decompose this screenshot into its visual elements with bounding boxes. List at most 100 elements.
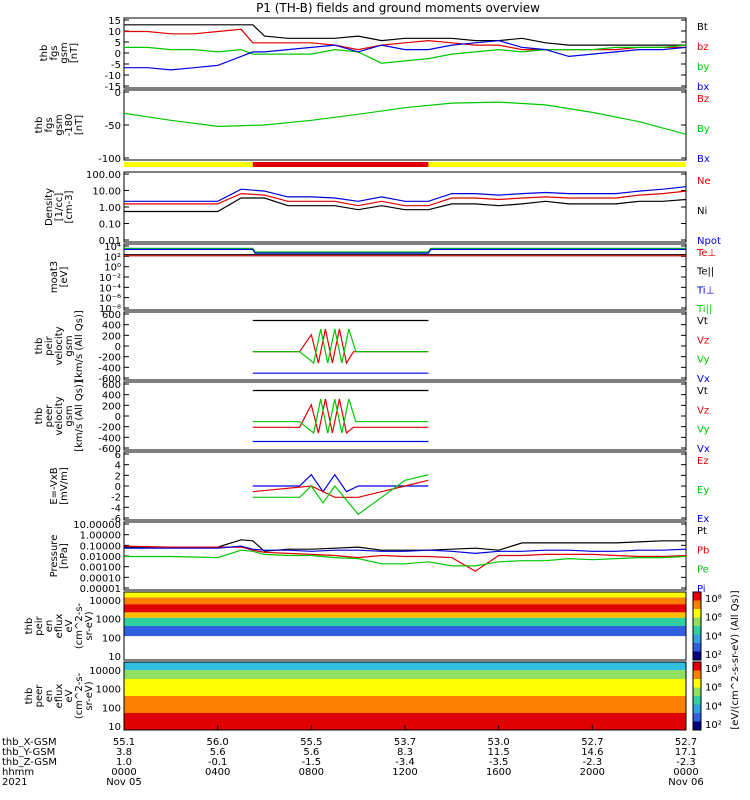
y-tick-label: 0 — [115, 88, 121, 99]
colorbar-tick-label: 10⁴ — [705, 631, 722, 642]
series-line — [124, 248, 686, 254]
colorbar-segment — [693, 670, 701, 680]
y-axis-label: [nPa] — [59, 543, 70, 569]
colorbar-segment — [693, 626, 701, 635]
y-tick-label: 0 — [115, 49, 121, 60]
legend-entry: by — [697, 62, 709, 73]
y-axis-label: thb — [34, 408, 45, 425]
colorbar-tick-label: 10⁴ — [705, 701, 722, 712]
y-tick-label: 10.00 — [92, 187, 121, 198]
y-tick-label: 6 — [115, 450, 121, 461]
y-tick-label: 0 — [115, 342, 121, 353]
y-axis-label: Pressure — [49, 535, 60, 578]
y-tick-label: 200 — [102, 331, 121, 342]
legend-entry: Vy — [697, 355, 710, 366]
y-axis-label: [eV] — [59, 267, 70, 288]
series-line — [123, 101, 687, 135]
y-tick-label: 0 — [115, 412, 121, 423]
y-tick-label: 10 — [108, 652, 121, 663]
x-table-value: 53.0 — [488, 737, 510, 748]
y-tick-label: -200 — [98, 423, 121, 434]
x-table-value: 52.7 — [581, 737, 603, 748]
panel-8 — [123, 521, 687, 591]
date-end-label: Nov 06 — [668, 777, 703, 788]
y-tick-label: 600 — [102, 310, 121, 321]
y-tick-label: 10000 — [89, 666, 121, 677]
spectrogram-band — [124, 679, 686, 696]
y-axis-label: [mV/m] — [59, 467, 70, 505]
x-table-value: 53.7 — [394, 737, 416, 748]
spectrogram-band — [124, 713, 686, 730]
y-tick-label: -10 — [105, 71, 121, 82]
y-tick-label: 2 — [115, 471, 121, 482]
legend-entry: Ti⊥ — [696, 285, 714, 296]
colorbar-segment — [693, 704, 701, 714]
series-line — [124, 190, 687, 207]
x-table-value: -2.3 — [676, 757, 696, 768]
y-tick-label: 10.00000 — [73, 520, 121, 531]
series-line — [124, 545, 687, 555]
spectrogram-band — [124, 597, 686, 605]
y-axis-label: eV — [64, 619, 75, 632]
y-tick-label: 0.01000 — [80, 552, 121, 563]
legend-entry: Pb — [697, 545, 709, 556]
panel-6 — [123, 381, 687, 451]
legend-entry: Vz — [697, 335, 709, 346]
legend-entry: Pi — [697, 584, 706, 595]
y-axis-label: fgs — [44, 117, 55, 132]
y-axis-label: [km/s (All Qs)] — [74, 380, 85, 452]
x-table-row-label: thb_X-GSM — [2, 737, 57, 748]
colorbar-segment — [693, 617, 701, 627]
series-line — [252, 474, 429, 516]
legend-entry: Ni — [697, 206, 707, 217]
y-tick-label: 600 — [102, 380, 121, 391]
legend-entry: Te|| — [696, 267, 714, 278]
y-axis-label: thb — [34, 338, 45, 355]
series-line — [124, 24, 686, 46]
y-axis-label: sr-eV) — [84, 681, 95, 710]
y-tick-label: 0.00010 — [80, 573, 121, 584]
y-tick-label: 4 — [115, 461, 121, 472]
x-table-row-label: hhmm — [2, 767, 34, 778]
panel-frame — [123, 381, 687, 451]
x-table-value: -3.4 — [395, 757, 415, 768]
x-table-value: -1.5 — [302, 757, 322, 768]
colorbar-segment — [693, 609, 701, 618]
series-line — [252, 473, 429, 493]
legend-entry: Bx — [697, 154, 710, 165]
y-tick-label: 400 — [102, 321, 121, 332]
y-axis-label: [1/cc] — [54, 193, 65, 222]
x-table-value: -0.1 — [208, 757, 228, 768]
y-tick-label: 200 — [102, 401, 121, 412]
y-axis-label: eflux — [54, 684, 65, 709]
legend-entry: Npot — [697, 236, 721, 247]
y-tick-label: -2 — [111, 493, 121, 504]
panel-4 — [123, 243, 687, 311]
y-tick-label: -50 — [105, 121, 121, 132]
series-line — [252, 398, 429, 435]
legend-entry: Bz — [697, 94, 709, 105]
y-axis-label: thb — [34, 117, 45, 134]
legend-entry: Ti|| — [696, 304, 712, 315]
y-tick-label: 0.00001 — [80, 584, 121, 595]
y-axis-label: [nT] — [74, 115, 85, 135]
y-tick-label: 0.00100 — [80, 563, 121, 574]
spectrogram-1 — [123, 591, 687, 661]
x-table-value: 8.3 — [397, 747, 413, 758]
y-axis-label: peer — [34, 684, 45, 708]
y-axis-label: Density — [44, 188, 55, 226]
legend-entry: Vx — [697, 444, 710, 455]
y-tick-label: 400 — [102, 391, 121, 402]
y-tick-label: 1.00 — [99, 203, 121, 214]
panel-frame — [123, 171, 687, 243]
legend-entry: Bt — [697, 22, 708, 33]
y-tick-label: 0.10 — [99, 220, 121, 231]
colorbar-segment — [693, 662, 701, 671]
y-tick-label: 100 — [102, 703, 121, 714]
x-table-value: 1.0 — [116, 757, 132, 768]
y-tick-label: 1.00000 — [80, 531, 121, 542]
colorbar-label: [eV/(cm^2-s-sr-eV) (All Qs)] — [730, 590, 741, 729]
legend-entry: Te⊥ — [696, 248, 716, 259]
y-tick-label: 10 — [108, 722, 121, 733]
mode-bar-fast — [252, 162, 429, 167]
